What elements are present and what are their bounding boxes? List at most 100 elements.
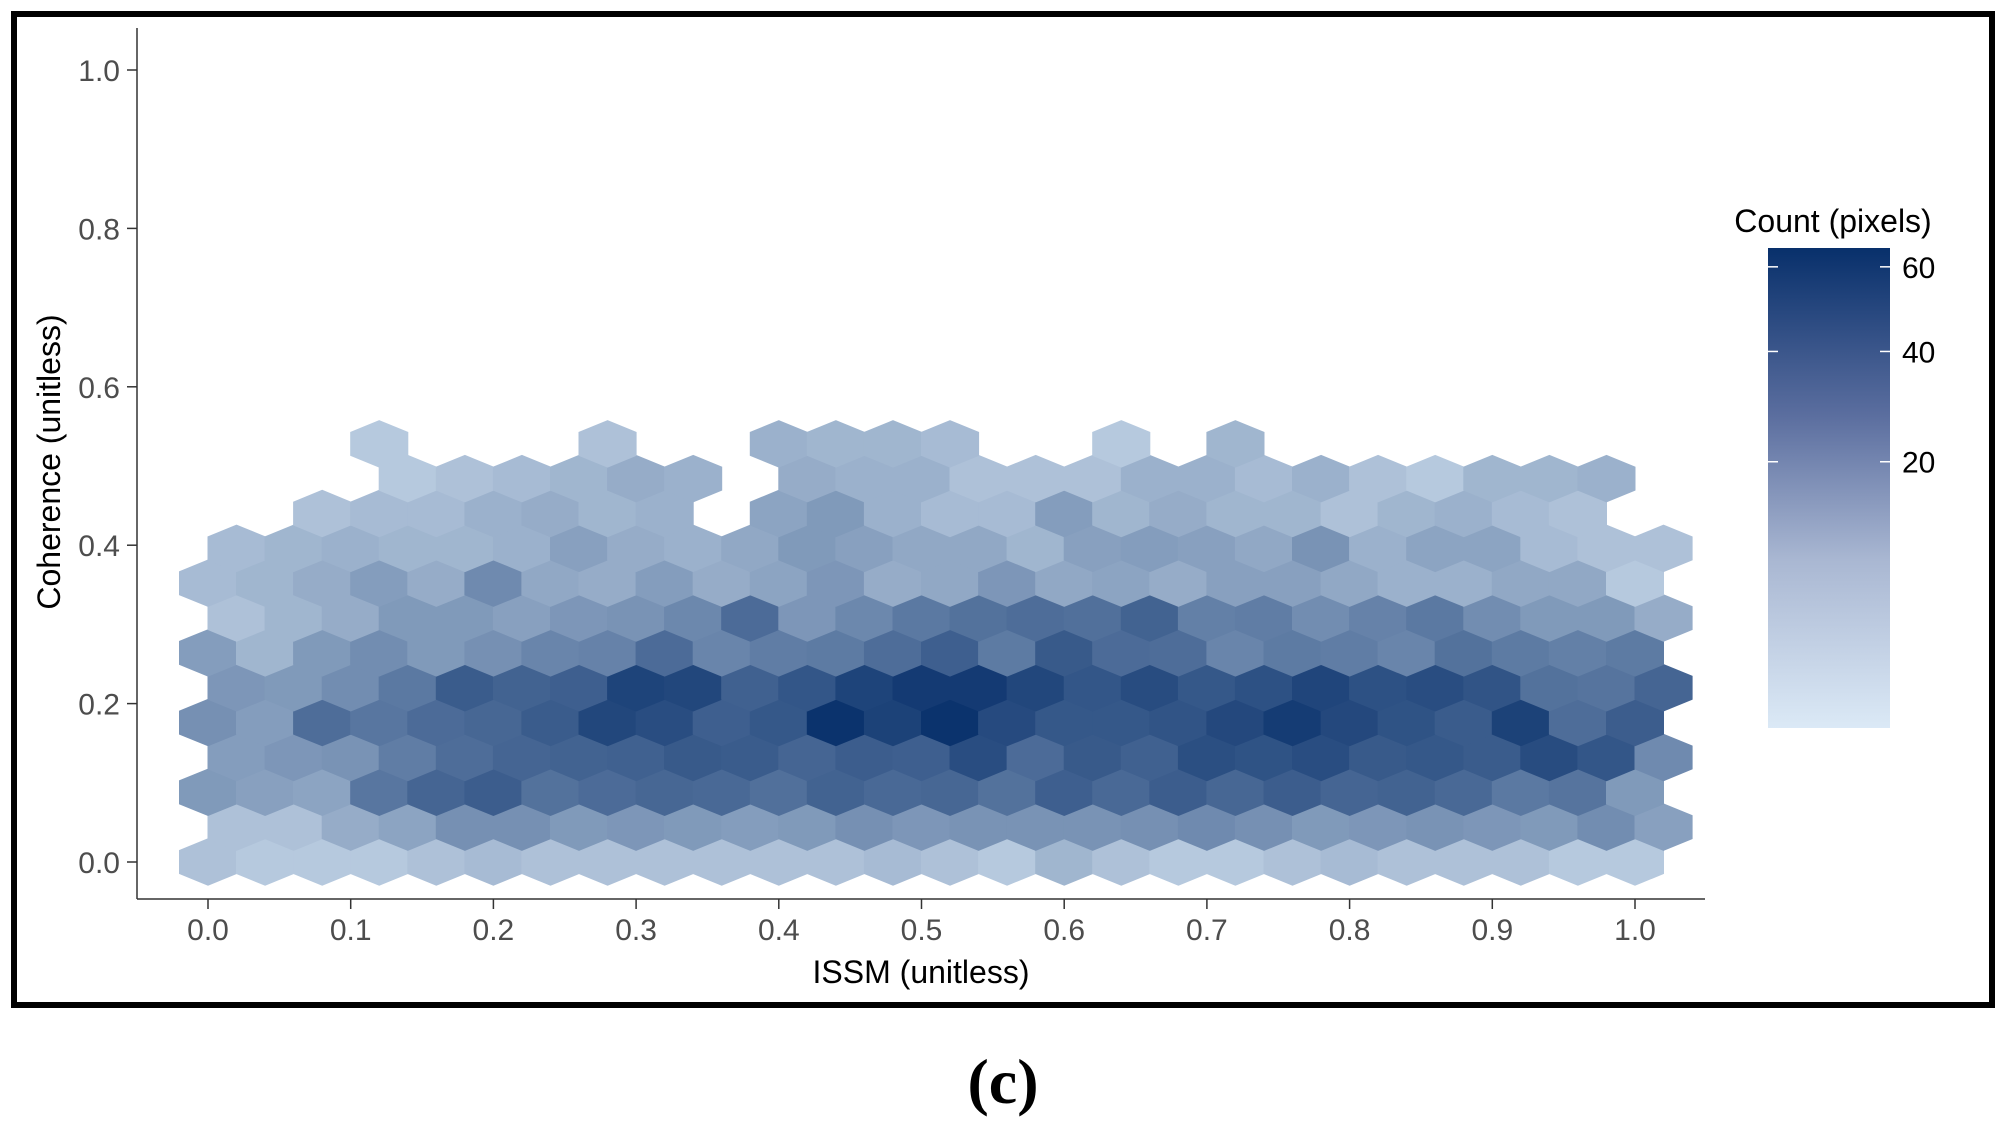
hex-cell <box>521 698 580 747</box>
hex-cell <box>1263 838 1322 886</box>
hex-cell <box>635 489 694 538</box>
hex-cell <box>1177 803 1236 851</box>
hex-cell <box>1035 629 1094 677</box>
hex-cell <box>207 524 266 573</box>
legend-ticks: 20 40 60 <box>1768 252 1935 480</box>
hex-cell <box>778 524 837 573</box>
y-tick-label: 0.4 <box>78 530 120 563</box>
hex-cell <box>635 629 694 677</box>
hex-cell <box>407 768 466 816</box>
hex-cell <box>949 524 1008 573</box>
hex-cell <box>1063 733 1122 782</box>
hex-cell <box>863 838 922 886</box>
hex-cell <box>664 594 723 642</box>
hex-cell <box>1434 698 1493 747</box>
hex-cell <box>1548 838 1607 886</box>
hex-cell <box>550 664 609 712</box>
hex-cell <box>1491 489 1550 538</box>
hex-cell <box>721 594 780 642</box>
hex-cell <box>607 454 666 503</box>
hex-cell <box>378 664 437 712</box>
hex-cell <box>492 454 551 503</box>
hex-cell <box>1320 698 1379 747</box>
hex-cell <box>1292 733 1351 782</box>
hex-cell <box>1548 768 1607 816</box>
hex-cell <box>635 698 694 747</box>
hex-cell <box>1434 559 1493 607</box>
hex-cell <box>578 489 637 538</box>
hex-cell <box>1548 559 1607 607</box>
hex-cell <box>1463 803 1522 851</box>
hex-cell <box>1520 664 1579 712</box>
hex-cell <box>521 629 580 677</box>
hex-cell <box>464 838 523 886</box>
hex-cell <box>1520 454 1579 503</box>
hex-cell <box>664 733 723 782</box>
hex-cell <box>435 664 494 712</box>
hex-cell <box>664 803 723 851</box>
hex-cell <box>1206 559 1265 607</box>
hex-cell <box>1349 454 1408 503</box>
legend-tick-label: 60 <box>1902 252 1935 285</box>
hex-cell <box>749 489 808 538</box>
hex-cell <box>778 803 837 851</box>
x-tick-label: 0.7 <box>1186 914 1228 947</box>
hex-cell <box>921 420 980 468</box>
hex-cell <box>1377 768 1436 816</box>
hex-cell <box>435 454 494 503</box>
x-tick-label: 0.8 <box>1329 914 1371 947</box>
hex-cell <box>407 838 466 886</box>
y-tick-label: 1.0 <box>78 55 120 88</box>
hex-cell <box>492 664 551 712</box>
hex-cell <box>1634 803 1693 851</box>
x-tick-label: 0.0 <box>187 914 229 947</box>
hex-cell <box>1606 698 1664 747</box>
hex-cell <box>835 454 894 503</box>
hex-cell <box>607 594 666 642</box>
hex-cell <box>264 594 323 642</box>
hex-cell <box>1234 803 1293 851</box>
hex-cell <box>1092 698 1151 747</box>
hex-cell <box>1520 524 1579 573</box>
hex-cell <box>521 768 580 816</box>
hex-cell <box>1463 594 1522 642</box>
legend-title: Count (pixels) <box>1734 203 1931 239</box>
hex-cell <box>1063 524 1122 573</box>
hex-cell <box>1149 489 1208 538</box>
hex-cell <box>236 559 295 607</box>
hex-cell <box>1035 768 1094 816</box>
hex-cell <box>835 803 894 851</box>
hex-cell <box>236 768 295 816</box>
hex-cell <box>1263 698 1322 747</box>
hex-cell <box>664 454 723 503</box>
hex-cell <box>778 664 837 712</box>
hex-cell <box>1292 803 1351 851</box>
hex-cell <box>1206 420 1265 468</box>
hex-cell <box>321 733 380 782</box>
hex-cell <box>1634 524 1693 573</box>
hex-cell <box>1577 803 1636 851</box>
hex-cell <box>236 838 295 886</box>
hex-cell <box>1463 664 1522 712</box>
hex-cell <box>692 768 751 816</box>
hex-cell <box>1263 489 1322 538</box>
hex-cell <box>1035 559 1094 607</box>
hex-cell <box>806 420 865 468</box>
hex-cell <box>921 838 980 886</box>
hex-cell <box>1092 629 1151 677</box>
hex-cell <box>521 559 580 607</box>
hex-cell <box>1120 454 1179 503</box>
hex-cell <box>1177 594 1236 642</box>
hex-cell <box>321 594 380 642</box>
hex-cell <box>1491 838 1550 886</box>
hex-cell <box>835 524 894 573</box>
hex-cell <box>1177 733 1236 782</box>
hex-cell <box>435 524 494 573</box>
hex-cell <box>1063 664 1122 712</box>
hex-cell <box>1035 838 1094 886</box>
y-ticks: 0.0 0.2 0.4 0.6 0.8 1.0 <box>78 55 137 880</box>
hex-cell <box>749 559 808 607</box>
hex-cell <box>1349 524 1408 573</box>
hex-cell <box>921 629 980 677</box>
hex-cell <box>1006 594 1065 642</box>
